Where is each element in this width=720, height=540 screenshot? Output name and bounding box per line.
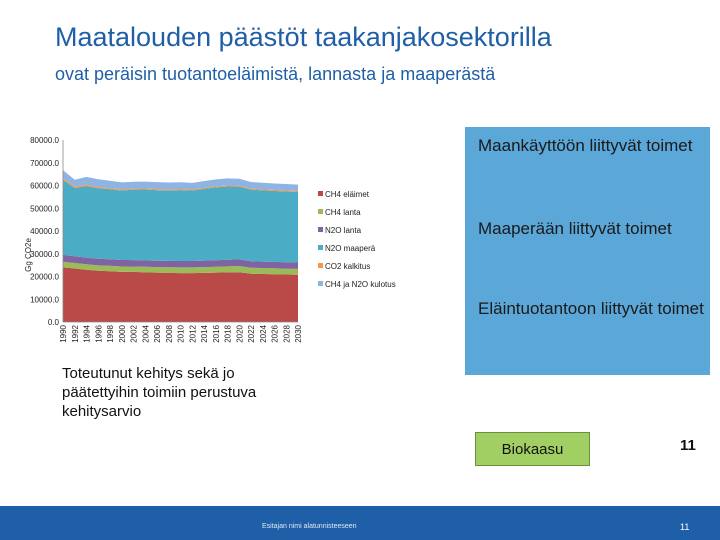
y-tick-label: 60000.0	[30, 182, 59, 191]
legend-swatch	[318, 245, 323, 250]
x-tick-label: 2022	[247, 324, 256, 342]
slide-number-bottom: 11	[680, 522, 690, 532]
biogas-label: Biokaasu	[501, 440, 564, 458]
x-tick-label: 2004	[141, 324, 150, 342]
x-tick-label: 1994	[83, 324, 92, 342]
x-tick-label: 2014	[200, 324, 209, 342]
biogas-box: Biokaasu	[475, 432, 590, 466]
y-tick-label: 40000.0	[30, 227, 59, 236]
slide-number-top: 11	[680, 437, 696, 454]
x-tick-labels: 1990 1992 1994 1996 1998 2000 2002 2004 2006 2008…	[59, 324, 303, 342]
x-tick-label: 1992	[71, 324, 80, 342]
x-tick-label: 2030	[294, 324, 303, 342]
area-series-3	[63, 179, 298, 263]
area-series-5	[63, 170, 298, 191]
y-tick-label: 20000.0	[30, 273, 59, 282]
panel-item-livestock: Eläintuotantoon liittyvät toimet	[478, 299, 704, 318]
legend-label: CH4 lanta	[325, 208, 361, 217]
legend-label: CH4 ja N2O kulotus	[325, 280, 396, 289]
measures-panel	[465, 127, 710, 375]
x-tick-label: 2012	[188, 324, 197, 342]
legend-swatch	[318, 191, 323, 196]
y-axis-label: Gg CO2e	[24, 238, 33, 272]
legend-swatch	[318, 227, 323, 232]
y-tick-label: 50000.0	[30, 204, 59, 213]
panel-item-soil: Maaperään liittyvät toimet	[478, 219, 672, 238]
y-tick-label: 0.0	[48, 318, 60, 327]
area-series-4	[63, 178, 298, 192]
footer-bar	[0, 506, 720, 540]
trend-note: Toteutunut kehitys sekä jo päätettyihin …	[62, 365, 257, 420]
y-tick-label: 70000.0	[30, 159, 59, 168]
x-tick-label: 2018	[224, 324, 233, 342]
y-tick-labels: 0.0 10000.0 20000.0 30000.0 40000.0 50000.0 60…	[30, 136, 59, 327]
legend-label: CO2 kalkitus	[325, 262, 370, 271]
x-tick-label: 2008	[165, 324, 174, 342]
x-tick-label: 1996	[94, 324, 103, 342]
chart-legend: CH4 eläimet CH4 lanta N2O lanta N2O maaperä…	[318, 190, 396, 289]
x-tick-label: 2020	[235, 324, 244, 342]
legend-swatch	[318, 263, 323, 268]
x-tick-label: 2010	[177, 324, 186, 342]
y-tick-label: 10000.0	[30, 295, 59, 304]
y-tick-label: 80000.0	[30, 136, 59, 145]
emissions-area-chart: 0.0 10000.0 20000.0 30000.0 40000.0 50000.0 60…	[24, 136, 396, 343]
slide-title: Maatalouden päästöt taakanjakosektorilla	[55, 22, 552, 52]
x-tick-label: 2000	[118, 324, 127, 342]
x-tick-label: 2016	[212, 324, 221, 342]
x-tick-label: 2026	[271, 324, 280, 342]
legend-label: N2O maaperä	[325, 244, 376, 253]
x-tick-label: 1998	[106, 324, 115, 342]
legend-swatch	[318, 281, 323, 286]
area-series-1	[63, 261, 298, 275]
legend-swatch	[318, 209, 323, 214]
area-series-0	[63, 267, 298, 322]
y-tick-label: 30000.0	[30, 250, 59, 259]
panel-item-land-use: Maankäyttöön liittyvät toimet	[478, 136, 693, 155]
chart-areas	[63, 170, 298, 322]
x-tick-label: 2006	[153, 324, 162, 342]
x-tick-label: 2028	[282, 324, 291, 342]
legend-label: CH4 eläimet	[325, 190, 370, 199]
slide-subtitle: ovat peräisin tuotantoeläimistä, lannast…	[55, 64, 496, 84]
legend-label: N2O lanta	[325, 226, 362, 235]
footer-text: Esitajan nimi alatunnisteeseen	[262, 523, 357, 530]
chart-axes	[62, 140, 298, 323]
x-tick-label: 1990	[59, 324, 68, 342]
area-series-2	[63, 254, 298, 269]
x-tick-label: 2002	[130, 324, 139, 342]
x-tick-label: 2024	[259, 324, 268, 342]
